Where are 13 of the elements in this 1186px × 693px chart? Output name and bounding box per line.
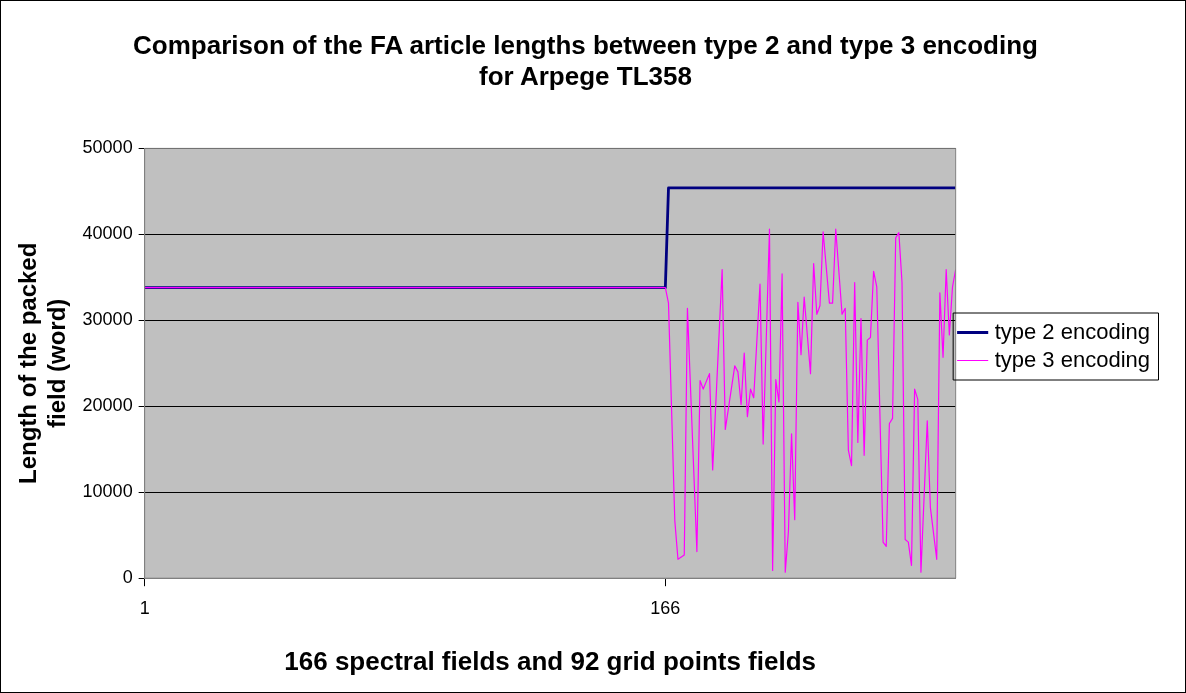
x-tick-label: 1 [139,597,150,618]
y-tick-label: 20000 [82,395,133,416]
y-axis-title: Length of the packed field (word) [14,242,70,484]
y-tick-label: 50000 [82,137,133,158]
x-axis-title: 166 spectral fields and 92 grid points fields [284,645,817,676]
y-tick-label: 10000 [82,481,133,502]
y-tick-label: 30000 [82,309,133,330]
legend-label: type 2 encoding [994,318,1150,344]
chart-title: Comparison of the FA article lengths between type 2 and type 3 encoding for Arpege TL358 [133,29,1038,91]
y-tick-label: 0 [122,567,133,588]
y-tick-label: 40000 [82,223,133,244]
legend-label: type 3 encoding [994,346,1150,372]
x-tick-label: 166 [650,597,681,618]
